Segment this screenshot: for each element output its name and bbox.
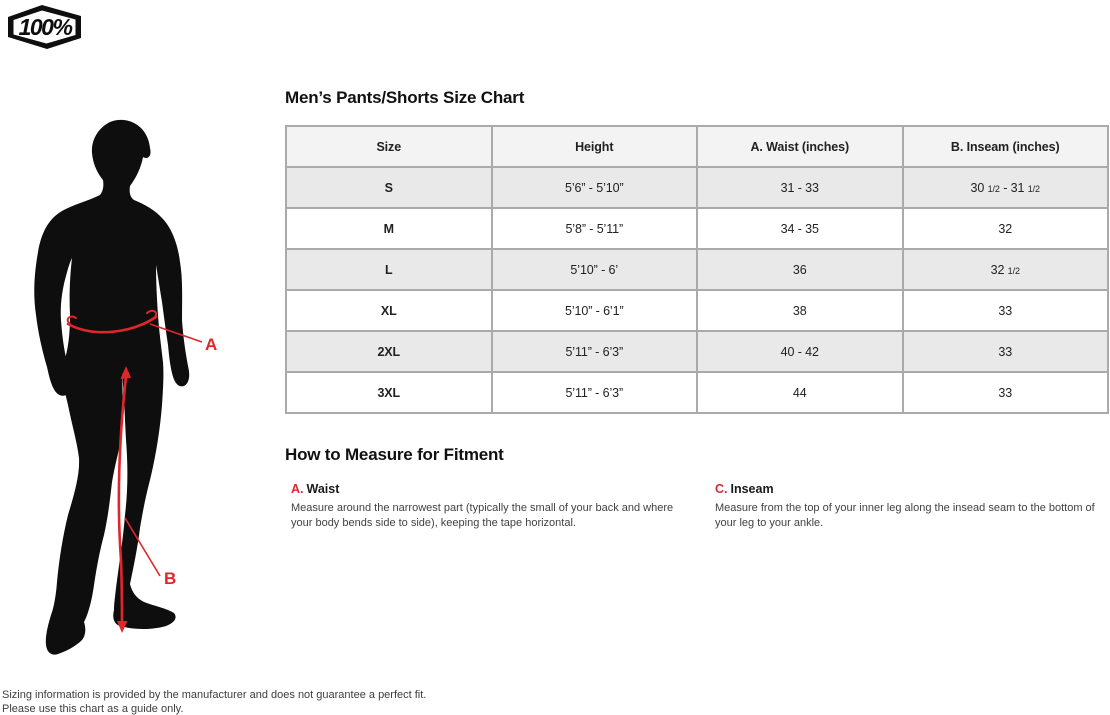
height-cell: 5’8” - 5’11” xyxy=(490,207,698,250)
brand-logo: 100% xyxy=(8,5,81,49)
fraction-text: 1/2 xyxy=(1027,183,1040,194)
disclaimer-line-2: Please use this chart as a guide only. xyxy=(2,703,184,715)
table-row: S 5’6” - 5’10” 31 - 33 30 1/2 - 31 1/2 xyxy=(285,166,1109,209)
measure-inseam-block: C. Inseam Measure from the top of your in… xyxy=(715,482,1110,531)
size-chart-header: Size Height A. Waist (inches) B. Inseam (in… xyxy=(285,125,1109,168)
measure-waist-block: A. Waist Measure around the narrowest par… xyxy=(291,482,691,531)
measure-inseam-description: Measure from the top of your inner leg a… xyxy=(715,502,1095,530)
size-cell: L xyxy=(285,248,493,291)
height-cell: 5’11” - 6’3” xyxy=(490,371,698,414)
inseam-cell: 33 xyxy=(901,289,1109,332)
height-cell: 5’10” - 6’ xyxy=(490,248,698,291)
measure-waist-name: Waist xyxy=(306,482,340,496)
measure-section-title: How to Measure for Fitment xyxy=(285,445,504,464)
size-chart-body: S 5’6” - 5’10” 31 - 33 30 1/2 - 31 1/2 M 5’8”… xyxy=(285,166,1109,414)
measurement-figure: A B xyxy=(22,110,240,668)
fraction-text: 1/2 xyxy=(1007,265,1020,276)
measure-waist-heading: A. Waist xyxy=(291,482,691,496)
brand-logo-text: 100% xyxy=(19,14,73,40)
waist-annotation-label: A xyxy=(205,335,217,354)
measure-inseam-heading: C. Inseam xyxy=(715,482,1110,496)
column-header: Size xyxy=(285,125,493,168)
table-row: M 5’8” - 5’11” 34 - 35 32 xyxy=(285,207,1109,250)
disclaimer-line-1: Sizing information is provided by the ma… xyxy=(2,689,427,701)
male-silhouette-icon: A B xyxy=(34,119,217,655)
size-cell: XL xyxy=(285,289,493,332)
waist-cell: 38 xyxy=(696,289,904,332)
brand-logo-badge-icon: 100% xyxy=(8,5,81,49)
size-chart-title: Men’s Pants/Shorts Size Chart xyxy=(285,88,525,107)
waist-cell: 36 xyxy=(696,248,904,291)
column-header: A. Waist (inches) xyxy=(696,125,904,168)
height-cell: 5’6” - 5’10” xyxy=(490,166,698,209)
inseam-cell: 32 1/2 xyxy=(901,248,1109,291)
size-cell: 2XL xyxy=(285,330,493,373)
table-row: XL 5’10” - 6’1” 38 33 xyxy=(285,289,1109,332)
size-cell: 3XL xyxy=(285,371,493,414)
fraction-text: 1/2 xyxy=(987,183,1000,194)
waist-cell: 31 - 33 xyxy=(696,166,904,209)
header-row: Size Height A. Waist (inches) B. Inseam (in… xyxy=(285,125,1109,168)
measure-inseam-letter: C. xyxy=(715,482,728,496)
height-cell: 5’10” - 6’1” xyxy=(490,289,698,332)
measure-inseam-name: Inseam xyxy=(730,482,774,496)
table-row: 3XL 5’11” - 6’3” 44 33 xyxy=(285,371,1109,414)
column-header: B. Inseam (inches) xyxy=(901,125,1109,168)
size-chart-table: Size Height A. Waist (inches) B. Inseam (in… xyxy=(285,125,1109,414)
height-cell: 5’11” - 6’3” xyxy=(490,330,698,373)
inseam-cell: 32 xyxy=(901,207,1109,250)
inseam-cell: 33 xyxy=(901,330,1109,373)
column-header: Height xyxy=(490,125,698,168)
waist-cell: 34 - 35 xyxy=(696,207,904,250)
table-row: L 5’10” - 6’ 36 32 1/2 xyxy=(285,248,1109,291)
inseam-cell: 33 xyxy=(901,371,1109,414)
inseam-annotation-label: B xyxy=(164,569,176,588)
waist-cell: 40 - 42 xyxy=(696,330,904,373)
table-row: 2XL 5’11” - 6’3” 40 - 42 33 xyxy=(285,330,1109,373)
sizing-disclaimer: Sizing information is provided by the ma… xyxy=(2,688,426,715)
inseam-cell: 30 1/2 - 31 1/2 xyxy=(901,166,1109,209)
size-cell: M xyxy=(285,207,493,250)
measure-waist-letter: A. xyxy=(291,482,304,496)
waist-cell: 44 xyxy=(696,371,904,414)
measure-waist-description: Measure around the narrowest part (typic… xyxy=(291,502,674,530)
size-cell: S xyxy=(285,166,493,209)
